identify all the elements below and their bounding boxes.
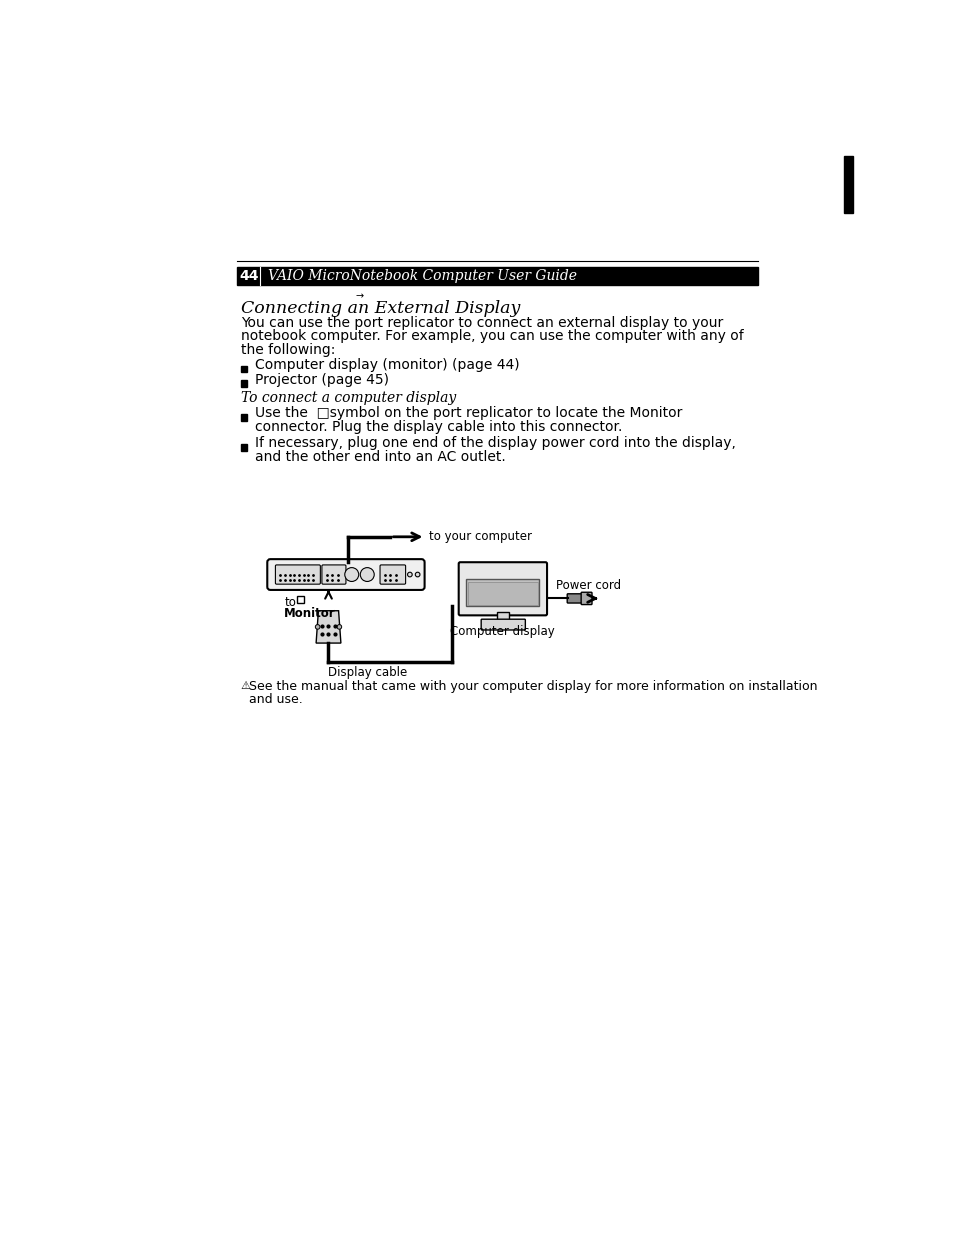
Circle shape (344, 567, 358, 582)
Text: Computer display: Computer display (450, 625, 555, 639)
Circle shape (407, 572, 412, 577)
Circle shape (336, 625, 341, 629)
Text: You can use the port replicator to connect an external display to your: You can use the port replicator to conne… (241, 317, 722, 330)
Text: If necessary, plug one end of the display power cord into the display,: If necessary, plug one end of the displa… (254, 436, 735, 450)
FancyBboxPatch shape (267, 559, 424, 589)
Text: notebook computer. For example, you can use the computer with any of: notebook computer. For example, you can … (241, 329, 743, 344)
Text: Use the  □symbol on the port replicator to locate the Monitor: Use the □symbol on the port replicator t… (254, 407, 681, 420)
Text: Monitor: Monitor (284, 607, 335, 620)
Polygon shape (315, 610, 340, 644)
FancyBboxPatch shape (480, 619, 525, 630)
Text: Computer display (monitor) (page 44): Computer display (monitor) (page 44) (254, 358, 519, 372)
Text: Projector (page 45): Projector (page 45) (254, 372, 389, 387)
Circle shape (360, 567, 374, 582)
Bar (241, 444, 247, 450)
Text: connector. Plug the display cable into this connector.: connector. Plug the display cable into t… (254, 419, 621, 434)
Text: To connect a computer display: To connect a computer display (241, 391, 456, 406)
FancyBboxPatch shape (321, 565, 346, 584)
Bar (466, 580, 538, 607)
Bar (241, 414, 247, 420)
Bar (236, 268, 757, 285)
Circle shape (315, 625, 319, 629)
FancyBboxPatch shape (275, 565, 320, 584)
Text: VAIO MicroNotebook Computer User Guide: VAIO MicroNotebook Computer User Guide (268, 269, 577, 284)
Text: to your computer: to your computer (429, 530, 532, 544)
Text: to: to (284, 596, 295, 609)
Bar (843, 155, 852, 213)
FancyBboxPatch shape (458, 562, 546, 615)
FancyBboxPatch shape (580, 592, 592, 604)
Text: Connecting an External Display: Connecting an External Display (241, 300, 519, 317)
Text: →: → (355, 291, 363, 302)
Circle shape (415, 572, 419, 577)
Bar (468, 582, 537, 604)
Text: 44: 44 (239, 269, 259, 284)
Text: See the manual that came with your computer display for more information on inst: See the manual that came with your compu… (249, 679, 817, 693)
Bar (297, 596, 304, 603)
Bar (241, 381, 247, 387)
Bar (241, 366, 247, 372)
Text: Power cord: Power cord (556, 580, 620, 592)
Text: Display cable: Display cable (327, 666, 406, 679)
Bar (497, 613, 509, 621)
FancyBboxPatch shape (379, 565, 405, 584)
Text: ⚠: ⚠ (241, 681, 251, 692)
Text: and use.: and use. (249, 693, 303, 705)
Text: and the other end into an AC outlet.: and the other end into an AC outlet. (254, 450, 505, 464)
FancyBboxPatch shape (567, 594, 582, 603)
Text: the following:: the following: (241, 343, 335, 356)
